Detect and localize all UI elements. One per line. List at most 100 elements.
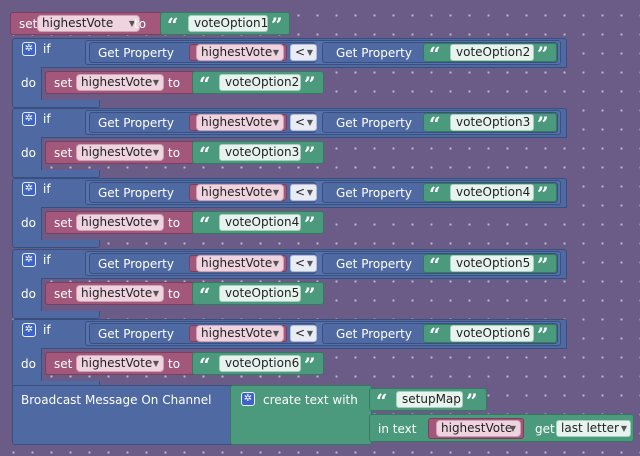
gear-icon[interactable]: ✲ [22, 182, 36, 196]
text-value-field[interactable]: voteOption4 [219, 214, 301, 231]
get-property-block[interactable]: Get Property highestVote ▼ [89, 323, 316, 344]
variable-dropdown[interactable]: highestVote ▼ [196, 184, 284, 201]
top-set-block[interactable]: set highestVote ▼ to [10, 12, 163, 35]
variable-get-block[interactable]: highestVote ▼ [189, 184, 287, 201]
get-property-block-2[interactable]: Get Property “ voteOption3 ” [322, 112, 558, 134]
dropdown-arrow-icon: ▼ [272, 48, 279, 57]
create-text-block[interactable]: ✲ create text with [230, 385, 372, 445]
text-value: voteOption3 [225, 145, 300, 159]
quote-open-icon: “ [429, 323, 441, 347]
text-value-field[interactable]: voteOption5 [219, 285, 301, 302]
variable-get-block[interactable]: highestVote ▼ [189, 44, 287, 61]
text-block[interactable]: “ voteOption4 ” [423, 182, 557, 206]
compare-block[interactable]: Get Property highestVote ▼ < ▼ Get Prope… [85, 110, 561, 135]
text-value-field[interactable]: setupMap [396, 391, 463, 408]
set-block[interactable]: set highestVote ▼ to [45, 352, 195, 375]
quote-open-icon: “ [376, 389, 388, 413]
text-value: voteOption3 [456, 115, 531, 129]
variable-dropdown[interactable]: highestVote ▼ [196, 114, 284, 131]
gear-icon[interactable]: ✲ [22, 42, 36, 56]
operator-value: < [295, 115, 306, 129]
set-block[interactable]: set highestVote ▼ to [45, 71, 195, 94]
compare-block[interactable]: Get Property highestVote ▼ < ▼ Get Prope… [85, 251, 561, 276]
get-property-block[interactable]: Get Property highestVote ▼ [89, 182, 316, 203]
variable-name: highestVote [81, 356, 153, 370]
get-property-label: Get Property [98, 186, 174, 200]
if-block-spine: do [12, 67, 42, 101]
text-block[interactable]: “ voteOption3 ” [423, 113, 557, 134]
text-value-field[interactable]: voteOption1 [188, 15, 268, 32]
get-letter-block[interactable]: in text highestVote ▼ get last letter ▼ [369, 414, 634, 442]
operator-dropdown[interactable]: < ▼ [290, 255, 317, 272]
set-keyword: set [54, 146, 73, 160]
get-property-block[interactable]: Get Property highestVote ▼ [89, 253, 316, 274]
operator-dropdown[interactable]: < ▼ [290, 114, 317, 131]
operator-dropdown[interactable]: < ▼ [290, 44, 317, 61]
text-block[interactable]: “ voteOption5 ” [192, 282, 324, 305]
variable-get-block[interactable]: highestVote ▼ [428, 418, 524, 439]
set-block[interactable]: set highestVote ▼ to [45, 211, 195, 234]
text-value-field[interactable]: voteOption6 [219, 355, 301, 372]
to-keyword: to [168, 76, 181, 90]
get-property-block-2[interactable]: Get Property “ voteOption4 ” [322, 182, 558, 206]
gear-icon[interactable]: ✲ [22, 112, 36, 126]
text-value-field[interactable]: voteOption2 [219, 74, 301, 91]
text-block[interactable]: “ voteOption4 ” [192, 211, 324, 234]
variable-dropdown[interactable]: highestVote ▼ [196, 255, 284, 272]
to-keyword: to [134, 17, 147, 31]
letter-option-dropdown[interactable]: last letter ▼ [556, 420, 631, 437]
set-block[interactable]: set highestVote ▼ to [45, 282, 195, 305]
get-property-label: Get Property [336, 257, 412, 271]
set-keyword: set [54, 287, 73, 301]
text-value-field[interactable]: voteOption3 [450, 114, 534, 131]
variable-dropdown[interactable]: highestVote ▼ [196, 44, 284, 61]
text-value-field[interactable]: voteOption5 [450, 255, 534, 272]
text-value-field[interactable]: voteOption6 [450, 325, 534, 342]
variable-dropdown[interactable]: highestVote ▼ [37, 15, 140, 32]
text-block[interactable]: “ voteOption2 ” [423, 43, 557, 64]
text-value-field[interactable]: voteOption3 [219, 144, 301, 161]
variable-dropdown[interactable]: highestVote ▼ [76, 144, 164, 161]
quote-close-icon: ” [537, 182, 549, 206]
variable-dropdown[interactable]: highestVote ▼ [76, 214, 164, 231]
compare-block[interactable]: Get Property highestVote ▼ < ▼ Get Prope… [85, 40, 561, 65]
get-property-block-2[interactable]: Get Property “ voteOption2 ” [322, 42, 558, 64]
variable-dropdown[interactable]: highestVote ▼ [76, 355, 164, 372]
variable-dropdown[interactable]: highestVote ▼ [196, 325, 284, 342]
operator-dropdown[interactable]: < ▼ [290, 184, 317, 201]
variable-dropdown[interactable]: highestVote ▼ [436, 420, 521, 437]
if-keyword: if [43, 112, 51, 126]
text-block[interactable]: “ voteOption3 ” [192, 141, 324, 164]
text-block[interactable]: “ voteOption2 ” [192, 71, 324, 94]
quote-open-icon: “ [167, 13, 179, 37]
to-keyword: to [168, 357, 181, 371]
variable-name: highestVote [81, 286, 153, 300]
top-text-block[interactable]: “ voteOption1 ” [160, 12, 290, 35]
broadcast-block[interactable]: Broadcast Message On Channel [12, 385, 234, 445]
gear-icon[interactable]: ✲ [22, 253, 36, 267]
text-block[interactable]: “ voteOption5 ” [423, 254, 557, 275]
get-property-block-2[interactable]: Get Property “ voteOption6 ” [322, 323, 558, 347]
text-value-field[interactable]: voteOption2 [450, 44, 534, 61]
variable-get-block[interactable]: highestVote ▼ [189, 114, 287, 131]
variable-get-block[interactable]: highestVote ▼ [189, 255, 287, 272]
variable-get-block[interactable]: highestVote ▼ [189, 325, 287, 342]
get-property-label: Get Property [336, 46, 412, 60]
gear-icon[interactable]: ✲ [22, 323, 36, 337]
get-property-block[interactable]: Get Property highestVote ▼ [89, 42, 316, 63]
variable-dropdown[interactable]: highestVote ▼ [76, 74, 164, 91]
get-property-block[interactable]: Get Property highestVote ▼ [89, 112, 316, 133]
set-block[interactable]: set highestVote ▼ to [45, 141, 195, 164]
text-block[interactable]: “ voteOption6 ” [192, 352, 324, 375]
variable-dropdown[interactable]: highestVote ▼ [76, 285, 164, 302]
compare-block[interactable]: Get Property highestVote ▼ < ▼ Get Prope… [85, 180, 561, 205]
gear-icon[interactable]: ✲ [241, 392, 255, 406]
text-value-field[interactable]: voteOption4 [450, 184, 534, 201]
text-block[interactable]: “ voteOption6 ” [423, 323, 557, 347]
operator-value: < [295, 185, 306, 199]
compare-block[interactable]: Get Property highestVote ▼ < ▼ Get Prope… [85, 321, 561, 346]
operator-dropdown[interactable]: < ▼ [290, 325, 317, 342]
setupmap-text-block[interactable]: “ setupMap ” [369, 388, 487, 411]
get-property-block-2[interactable]: Get Property “ voteOption5 ” [322, 253, 558, 275]
if-block-spine: do [12, 348, 42, 382]
